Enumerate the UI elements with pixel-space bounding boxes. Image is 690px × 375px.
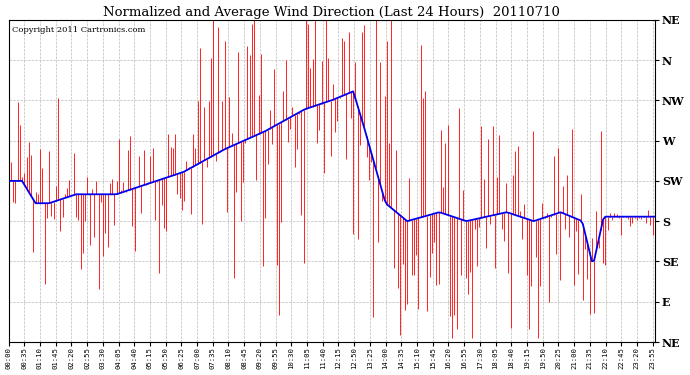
Title: Normalized and Average Wind Direction (Last 24 Hours)  20110710: Normalized and Average Wind Direction (L… xyxy=(104,6,560,18)
Text: Copyright 2011 Cartronics.com: Copyright 2011 Cartronics.com xyxy=(12,26,145,34)
